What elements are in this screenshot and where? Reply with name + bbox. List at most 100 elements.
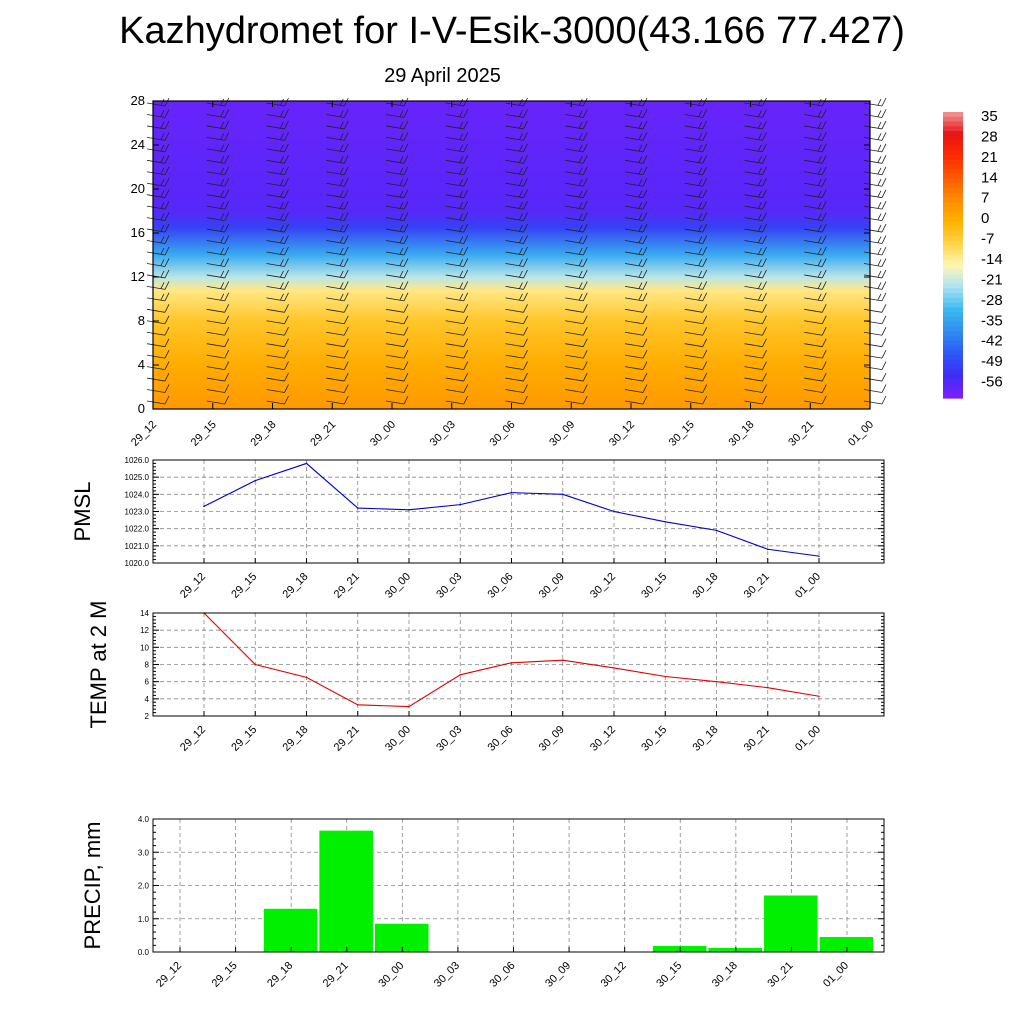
x-tick-label: 29_15 [210, 960, 240, 990]
wind-barb [744, 166, 767, 176]
wind-barb [146, 304, 170, 313]
wind-barb [863, 372, 887, 382]
wind-barb [744, 200, 767, 210]
wind-barb [624, 315, 648, 325]
wind-barb [206, 223, 230, 233]
wind-barb [684, 304, 708, 313]
wind-barb [385, 200, 409, 210]
wind-barb [744, 269, 767, 279]
wind-barb [565, 258, 588, 267]
colorbar-segment [943, 378, 963, 385]
wind-barb [266, 246, 289, 256]
wind-barb [445, 109, 469, 118]
wind-barb [744, 132, 767, 141]
y-tick-label: 10 [140, 643, 149, 652]
colorbar-segment [943, 355, 963, 361]
data-point [510, 491, 513, 494]
wind-barb [326, 395, 349, 405]
wind-barb [206, 120, 230, 130]
wind-barb [684, 395, 708, 405]
wind-barb [206, 258, 230, 267]
wind-barb [146, 120, 170, 130]
x-tick-label: 29_15 [229, 724, 259, 754]
wind-barb [684, 212, 708, 222]
wind-barb [565, 189, 588, 199]
wind-barb [326, 189, 349, 199]
precip-bar [708, 948, 763, 952]
wind-barb [804, 395, 827, 405]
wind-barb [326, 109, 349, 118]
wind-barb [266, 189, 289, 199]
colorbar-segment [943, 135, 963, 142]
data-point [356, 507, 359, 509]
page-title: Kazhydromet for I-V-Esik-3000(43.166 77.… [119, 10, 905, 52]
wind-barb [505, 349, 528, 359]
wind-barb [863, 120, 887, 130]
wind-barb [565, 292, 588, 302]
wind-barb [326, 384, 349, 393]
wind-barb [206, 349, 230, 359]
wind-barb [804, 327, 827, 336]
wind-barb [505, 361, 528, 371]
colorbar-label: 0 [981, 210, 989, 227]
wind-barb [146, 97, 170, 107]
wind-barb [326, 97, 349, 107]
colorbar-segment [943, 369, 963, 375]
wind-barb [863, 269, 887, 279]
wind-barb [505, 143, 528, 153]
wind-barb [385, 258, 409, 267]
wind-barb [565, 212, 588, 222]
wind-barb [624, 235, 648, 244]
x-tick-label: 30_15 [654, 960, 684, 990]
colorbar-segment [943, 297, 963, 304]
x-tick-label: 30_00 [383, 571, 413, 601]
wind-barb [385, 132, 409, 141]
temperature-field [153, 101, 870, 409]
colorbar [943, 112, 963, 399]
wind-barb [684, 200, 708, 210]
wind-barb [385, 384, 409, 393]
colorbar-label: -42 [981, 333, 1003, 350]
colorbar-label: 35 [981, 108, 998, 125]
wind-barb [266, 281, 289, 290]
colorbar-segment [943, 312, 963, 318]
y-tick-label: 12 [131, 269, 145, 284]
wind-barb [565, 304, 588, 313]
wind-barb [505, 235, 528, 244]
wind-barb [565, 97, 588, 107]
wind-barb [266, 292, 289, 302]
wind-barb [624, 109, 648, 118]
wind-barb [804, 269, 827, 279]
wind-barb [684, 109, 708, 118]
wind-barb [206, 269, 230, 279]
wind-barb [624, 384, 648, 393]
wind-barb [863, 327, 887, 336]
wind-barb [445, 292, 469, 302]
wind-barb [385, 109, 409, 118]
wind-barbs [146, 97, 887, 405]
wind-barb [266, 384, 289, 393]
y-tick-label: 24 [131, 137, 145, 152]
colorbar-segment [943, 193, 963, 199]
data-point [664, 675, 667, 678]
wind-barb [565, 120, 588, 130]
wind-barb [505, 166, 528, 176]
wind-barb [266, 109, 289, 118]
wind-barb [565, 132, 588, 141]
wind-barb [385, 120, 409, 130]
wind-barb [445, 132, 469, 141]
wind-barb [505, 269, 528, 279]
wind-barb [206, 97, 230, 107]
wind-barb [326, 120, 349, 130]
wind-barb [804, 155, 827, 164]
colorbar-segment [943, 350, 963, 356]
wind-barb [146, 372, 170, 382]
x-tick-label: 29_18 [249, 419, 279, 449]
colorbar-label: -56 [981, 374, 1003, 391]
x-tick-label: 29_18 [281, 724, 311, 754]
wind-barb [206, 132, 230, 141]
wind-barb [266, 178, 289, 187]
wind-barb [744, 246, 767, 256]
wind-barb [565, 223, 588, 233]
